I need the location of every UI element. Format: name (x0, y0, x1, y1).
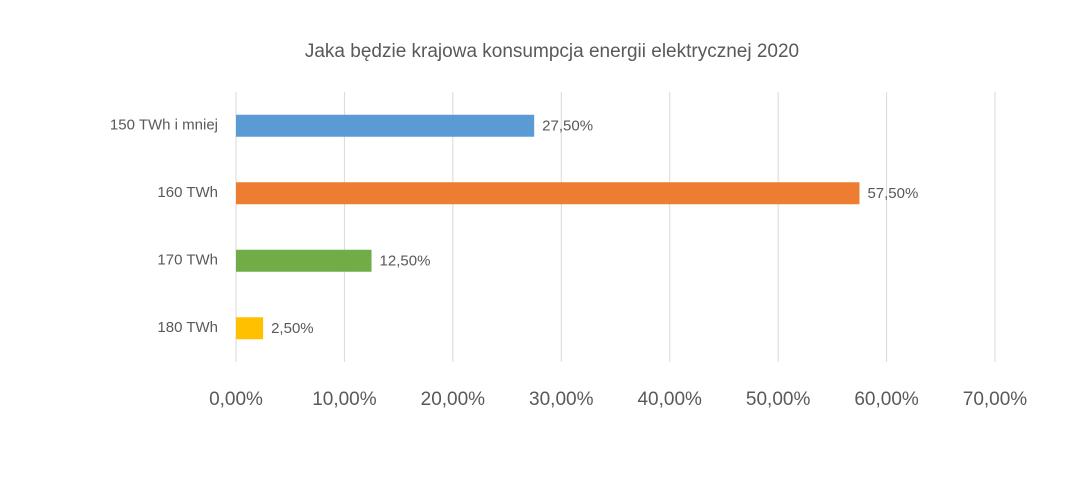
data-label: 27,50% (542, 118, 593, 135)
bar (236, 114, 535, 137)
bar (236, 317, 264, 340)
x-tick-label: 30,00% (529, 389, 594, 410)
x-tick-label: 50,00% (746, 389, 811, 410)
bar (236, 182, 860, 205)
x-tick-label: 10,00% (312, 389, 377, 410)
x-tick-label: 40,00% (637, 389, 702, 410)
y-tick-label: 180 TWh (157, 319, 218, 336)
x-tick-label: 70,00% (963, 389, 1028, 410)
chart-title: Jaka będzie krajowa konsumpcja energii e… (305, 41, 799, 62)
x-tick-label: 0,00% (209, 389, 263, 410)
y-tick-label: 160 TWh (157, 184, 218, 201)
data-label: 12,50% (380, 253, 431, 270)
x-tick-label: 20,00% (421, 389, 486, 410)
y-tick-label: 170 TWh (157, 252, 218, 269)
y-tick-label: 150 TWh i mniej (110, 117, 218, 134)
x-tick-label: 60,00% (854, 389, 919, 410)
data-label: 57,50% (867, 185, 918, 202)
bar (236, 249, 372, 272)
data-label: 2,50% (271, 320, 314, 337)
